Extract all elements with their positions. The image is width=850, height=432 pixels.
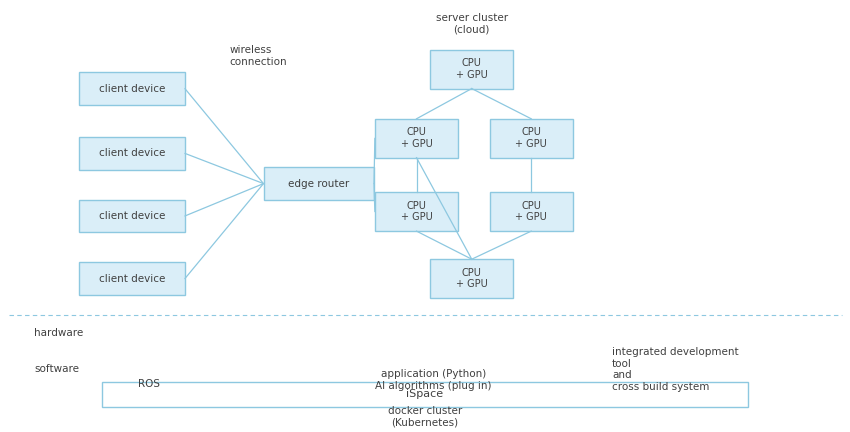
Text: CPU
+ GPU: CPU + GPU [400,127,433,149]
Text: ROS: ROS [138,379,160,390]
FancyBboxPatch shape [264,168,374,200]
Text: hardware: hardware [34,327,83,338]
FancyBboxPatch shape [490,119,573,158]
Text: wireless
connection: wireless connection [230,45,287,67]
FancyBboxPatch shape [78,137,184,170]
FancyBboxPatch shape [78,200,184,232]
FancyBboxPatch shape [430,50,513,89]
Text: CPU
+ GPU: CPU + GPU [456,268,488,289]
Text: application (Python)
AI algorithms (plug in): application (Python) AI algorithms (plug… [375,369,492,391]
FancyBboxPatch shape [102,382,748,407]
Text: CPU
+ GPU: CPU + GPU [400,201,433,222]
Text: client device: client device [99,83,165,94]
FancyBboxPatch shape [375,119,458,158]
Text: iSpace: iSpace [406,389,444,400]
Text: CPU
+ GPU: CPU + GPU [456,58,488,80]
Text: docker cluster
(Kubernetes): docker cluster (Kubernetes) [388,406,462,428]
FancyBboxPatch shape [375,192,458,231]
Text: software: software [34,364,79,375]
FancyBboxPatch shape [490,192,573,231]
Text: client device: client device [99,148,165,159]
FancyBboxPatch shape [430,259,513,298]
Text: CPU
+ GPU: CPU + GPU [515,201,547,222]
Text: client device: client device [99,211,165,221]
Text: client device: client device [99,273,165,284]
FancyBboxPatch shape [78,263,184,295]
FancyBboxPatch shape [78,73,184,105]
Text: edge router: edge router [288,178,349,189]
Text: server cluster
(cloud): server cluster (cloud) [436,13,507,35]
Text: CPU
+ GPU: CPU + GPU [515,127,547,149]
Text: integrated development
tool
and
cross build system: integrated development tool and cross bu… [612,347,739,392]
